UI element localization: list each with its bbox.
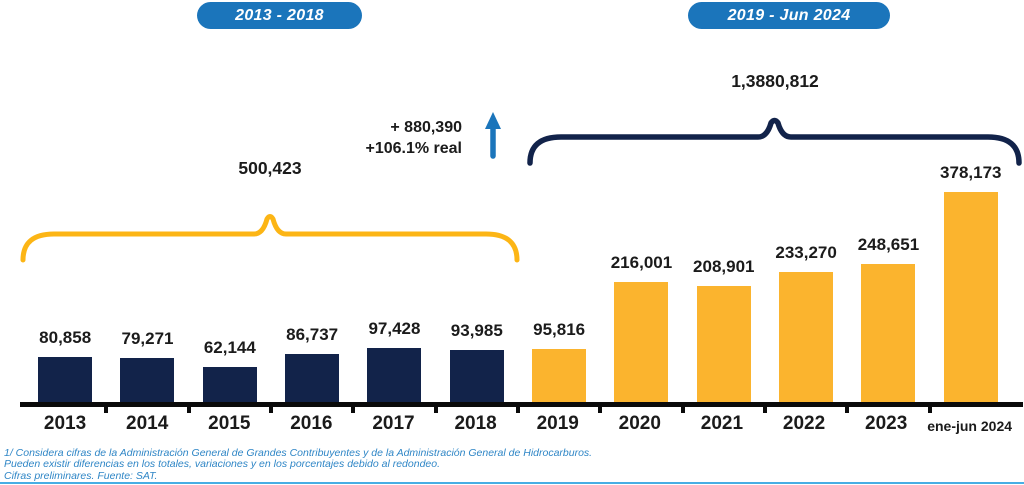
bar-chart: 80,858 79,271 62,144 86,737 97,428 93,985 95,8… [24,0,1012,402]
axis-tick [763,407,767,413]
bar-value-label: 97,428 [368,319,421,338]
increase-amount: + 880,390 [390,119,462,136]
chart-column-2022: 233,270 [765,0,847,402]
bar-2015 [202,367,257,402]
bar-value-label: 208,901 [693,257,755,276]
bar-2020 [614,282,669,402]
footnote-line-2: Pueden existir diferencias en los totale… [4,458,441,471]
bar-2018 [449,350,504,402]
chart-column-2015: 62,144 [189,0,271,402]
bar-value-label: 248,651 [857,235,920,254]
axis-tick [516,407,520,413]
axis-tick [598,407,603,413]
axis-tick [104,407,109,413]
bar-value-label: 216,001 [610,253,673,272]
axis-tick [845,407,850,413]
bar-2014 [120,358,175,402]
bar-value-label: 86,737 [286,325,339,344]
footnote-line-1: 1/ Considera cifras de la Administración… [4,447,593,459]
chart-column-2021: 208,901 [683,0,765,402]
axis-tick [680,407,685,413]
x-axis-label-2019: 2019 [536,413,579,434]
footnote-line-3: Cifras preliminares. Fuente: SAT. [4,469,158,482]
x-axis-label-2015: 2015 [208,413,251,434]
increase-annotation: + 880,390 +106.1% real [330,117,462,159]
x-axis-label-2017: 2017 [372,413,415,434]
x-axis-label-2023: 2023 [865,413,908,434]
period-badge-2019-2024: 2019 - Jun 2024 [688,2,890,29]
x-axis-label-2022: 2022 [782,413,826,434]
axis-tick [269,407,273,413]
bottom-divider [0,482,1024,484]
axis-tick [351,407,356,413]
x-axis-labels: 2013 2014 2015 2016 2017 2018 2019 2020 2021 2022… [24,411,1012,435]
total-2013-2018-label: 500,423 [238,158,302,178]
x-axis-label-2016: 2016 [290,413,333,434]
x-axis-label-ene-jun 2024: ene-jun 2024 [927,418,1013,434]
bar-value-label: 62,144 [203,338,256,357]
x-axis-label-2021: 2021 [700,413,744,434]
bar-2017 [367,348,422,402]
bar-value-label: 95,816 [533,320,586,339]
bar-value-label: 233,270 [775,243,837,262]
bar-value-label: 80,858 [39,328,92,347]
bar-value-label: 93,985 [450,321,503,340]
chart-column-2023: 248,651 [847,0,929,402]
x-axis-label-2020: 2020 [618,413,661,434]
chart-column-ene-jun 2024: 378,173 [930,0,1012,402]
bar-2013 [38,357,93,402]
bar-2022 [779,272,834,402]
bar-ene-jun 2024 [943,192,998,402]
chart-column-2018: 93,985 [436,0,518,402]
chart-column-2013: 80,858 [24,0,106,402]
axis-tick [433,407,438,413]
bar-value-label: 378,173 [940,163,1002,182]
axis-tick [186,407,191,413]
bracket-2013-2018 [20,214,520,263]
chart-column-2019: 95,816 [518,0,600,402]
chart-column-2020: 216,001 [600,0,682,402]
bar-2016 [285,354,340,402]
bar-2023 [861,264,916,402]
bar-2021 [696,286,751,402]
up-arrow-icon [485,112,501,159]
bar-value-label: 79,271 [121,329,174,348]
x-axis-line [20,402,1023,407]
x-axis-label-2018: 2018 [454,413,497,434]
chart-column-2016: 86,737 [271,0,353,402]
period-badge-2013-2018: 2013 - 2018 [197,2,362,29]
increase-percent: +106.1% real [365,140,462,157]
chart-column-2014: 79,271 [106,0,188,402]
chart-column-2017: 97,428 [353,0,435,402]
bracket-2019-2024 [527,117,1022,166]
footnote: 1/ Considera cifras de la Administración… [4,447,593,482]
bar-2019 [532,349,587,402]
total-2019-2024-label: 1,3880,812 [731,71,819,91]
axis-tick [927,407,932,413]
x-axis-label-2013: 2013 [43,413,87,434]
x-axis-label-2014: 2014 [126,413,169,434]
